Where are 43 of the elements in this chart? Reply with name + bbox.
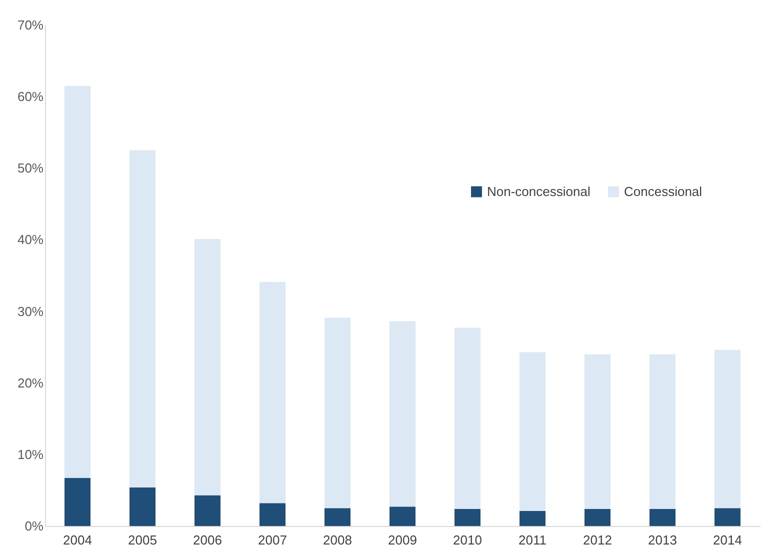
y-tick-label: 70% (17, 18, 44, 32)
bar (714, 350, 740, 508)
y-tick-label: 50% (17, 160, 44, 176)
y-tick-label: 40% (17, 232, 44, 248)
bar (520, 352, 546, 511)
x-tick-label: 2012 (583, 532, 612, 548)
bar (130, 487, 156, 526)
legend-label: Non-concessional (487, 184, 590, 199)
bar (454, 508, 480, 526)
x-tick-label: 2013 (648, 532, 677, 548)
bar (194, 239, 220, 496)
bar (520, 510, 546, 526)
bar (650, 508, 676, 526)
x-tick-label: 2011 (518, 532, 546, 548)
bar (650, 354, 676, 509)
x-tick-label: 2006 (193, 532, 222, 548)
bar (714, 508, 740, 526)
x-tick-label: 2009 (388, 532, 417, 548)
x-tick-label: 2010 (453, 532, 482, 548)
bar (130, 150, 156, 488)
bar (194, 495, 220, 526)
bar (584, 354, 610, 509)
y-tick-label: 20% (17, 375, 44, 390)
x-tick-label: 2005 (128, 532, 157, 548)
bar (64, 478, 90, 526)
bar (64, 86, 90, 478)
bar (454, 328, 480, 509)
bar (324, 508, 350, 526)
y-tick-label: 10% (17, 446, 44, 462)
bar (260, 282, 286, 504)
legend-label: Concessional (624, 184, 702, 199)
x-tick-label: 2004 (63, 532, 92, 548)
y-tick-label: 30% (17, 304, 44, 319)
bar (390, 506, 416, 526)
bar (324, 318, 350, 508)
y-tick-label: 60% (17, 89, 44, 104)
x-tick-label: 2007 (258, 532, 287, 548)
y-tick-label: 0% (24, 518, 44, 534)
x-tick-label: 2008 (323, 532, 352, 548)
bar (390, 321, 416, 507)
bar (260, 503, 286, 526)
x-tick-label: 2014 (713, 532, 742, 548)
bar (584, 508, 610, 526)
